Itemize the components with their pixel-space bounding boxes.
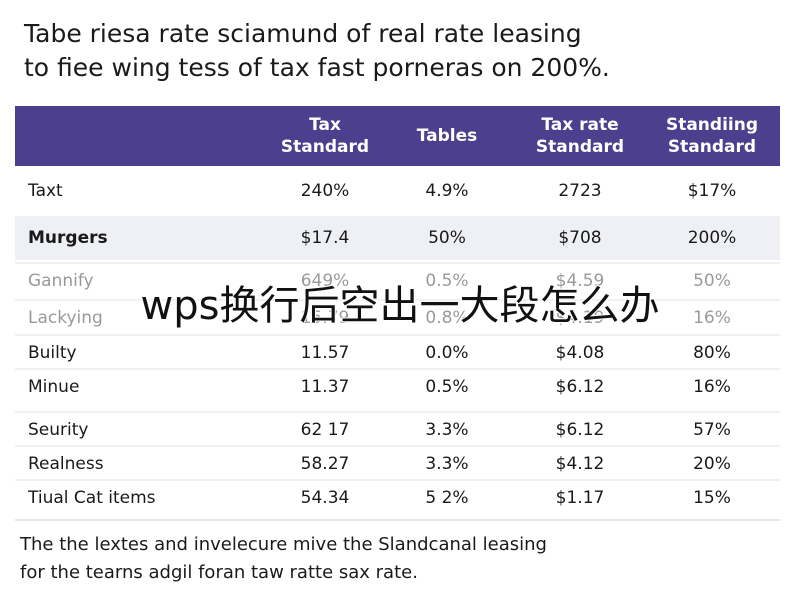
cell: 50% xyxy=(693,271,731,291)
row-label: Murgers xyxy=(28,228,108,248)
title-line: to fiee wing tess of tax fast porneras o… xyxy=(24,53,610,82)
cell: $6.12 xyxy=(556,377,605,397)
row-label: Tiual Cat items xyxy=(27,488,156,508)
column-header: Tax rate xyxy=(541,115,618,135)
cell: 62 17 xyxy=(301,420,350,440)
column-header: Standiing xyxy=(666,115,758,135)
table-header-bar xyxy=(15,106,780,166)
cell: 16% xyxy=(693,308,731,328)
cell: 15.79 xyxy=(301,308,350,328)
cell: 2723 xyxy=(558,181,601,201)
cell: $4.08 xyxy=(556,343,605,363)
cell: 58.27 xyxy=(301,454,350,474)
column-header: Standard xyxy=(668,137,756,157)
footer-line: The the lextes and invelecure mive the S… xyxy=(19,534,547,555)
row-label: Minue xyxy=(28,377,79,397)
cell: 20% xyxy=(693,454,731,474)
column-header: Standard xyxy=(281,137,369,157)
row-label: Gannify xyxy=(28,271,94,291)
cell: $1.17 xyxy=(556,488,605,508)
cell: 0.0% xyxy=(425,343,468,363)
cell: 649% xyxy=(301,271,350,291)
cell: 54.34 xyxy=(301,488,350,508)
row-label: Realness xyxy=(28,454,104,474)
cell: 11.37 xyxy=(301,377,350,397)
column-header: Tax xyxy=(309,115,341,135)
footer-line: for the tearns adgil foran taw ratte sax… xyxy=(20,562,418,583)
cell: 50% xyxy=(428,228,466,248)
cell: 57% xyxy=(693,420,731,440)
cell: 200% xyxy=(688,228,737,248)
cell: 15% xyxy=(693,488,731,508)
title-line: Tabe riesa rate sciamund of real rate le… xyxy=(23,19,582,48)
row-label: Taxt xyxy=(27,181,63,201)
row-label: Lackying xyxy=(28,308,103,328)
cell: $17.4 xyxy=(301,228,350,248)
cell: $4.59 xyxy=(556,271,605,291)
cell: 0.5% xyxy=(425,271,468,291)
cell: 3.3% xyxy=(425,454,468,474)
cell: 11.57 xyxy=(301,343,350,363)
cell: $4.19 xyxy=(556,308,605,328)
cell: $6.12 xyxy=(556,420,605,440)
column-header: Tables xyxy=(417,126,478,146)
watermark: wps换行后空出一大段怎么办 xyxy=(141,283,660,329)
cell: $4.12 xyxy=(556,454,605,474)
cell: 0.8% xyxy=(425,308,468,328)
highlight-row xyxy=(15,216,780,260)
row-label: Builty xyxy=(28,343,77,363)
cell: 4.9% xyxy=(425,181,468,201)
cell: 5 2% xyxy=(425,488,468,508)
cell: 80% xyxy=(693,343,731,363)
cell: $17% xyxy=(688,181,737,201)
row-label: Seurity xyxy=(28,420,88,440)
cell: 16% xyxy=(693,377,731,397)
cell: 3.3% xyxy=(425,420,468,440)
column-header: Standard xyxy=(536,137,624,157)
cell: 240% xyxy=(301,181,350,201)
cell: 0.5% xyxy=(425,377,468,397)
cell: $708 xyxy=(558,228,601,248)
